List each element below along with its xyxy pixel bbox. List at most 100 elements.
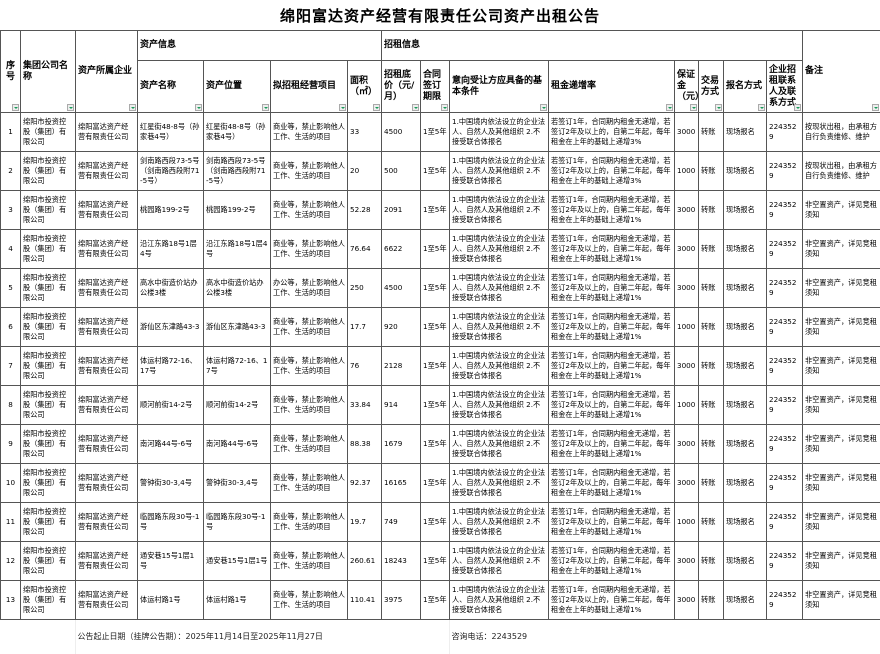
cell-trade[interactable]: 转账: [699, 581, 724, 620]
cell-term[interactable]: 1至5年: [421, 269, 450, 308]
cell-no[interactable]: 8: [1, 386, 21, 425]
cell-signup[interactable]: 现场报名: [724, 581, 767, 620]
cell-price[interactable]: 3975: [382, 581, 421, 620]
cell-group-company[interactable]: 绵阳市投资控股（集团）有限公司: [21, 308, 76, 347]
cell-remark[interactable]: 非空置资产，详见竞租须知: [803, 269, 880, 308]
filter-dropdown-icon[interactable]: [195, 104, 202, 111]
cell-price[interactable]: 749: [382, 503, 421, 542]
cell-asset-name[interactable]: 游仙区东津路43-3: [138, 308, 204, 347]
cell-remark[interactable]: 非空置资产，详见竞租须知: [803, 425, 880, 464]
filter-dropdown-icon[interactable]: [67, 104, 74, 111]
cell-contact[interactable]: 2243529: [767, 542, 803, 581]
cell-term[interactable]: 1至5年: [421, 425, 450, 464]
cell-asset-name[interactable]: 通安巷15号1层1号: [138, 542, 204, 581]
cell-asset-name[interactable]: 体运村路72-16、17号: [138, 347, 204, 386]
cell-owner[interactable]: 绵阳富达资产经营有限责任公司: [76, 347, 138, 386]
cell-location[interactable]: 通安巷15号1层1号: [204, 542, 271, 581]
cell-conditions[interactable]: 1.中国境内依法设立的企业法人、自然人及其他组织 2.不接受联合体报名: [450, 230, 549, 269]
cell-contact[interactable]: 2243529: [767, 269, 803, 308]
cell-price[interactable]: 920: [382, 308, 421, 347]
cell-increase[interactable]: 若签订1年，合同期内租金无递增，若签订2年及以上的，自第二年起，每年租金在上年的…: [549, 464, 675, 503]
cell-deposit[interactable]: 3000: [675, 425, 699, 464]
cell-location[interactable]: 桃园路199-2号: [204, 191, 271, 230]
cell-conditions[interactable]: 1.中国境内依法设立的企业法人、自然人及其他组织 2.不接受联合体报名: [450, 542, 549, 581]
cell-group-company[interactable]: 绵阳市投资控股（集团）有限公司: [21, 347, 76, 386]
cell-group-company[interactable]: 绵阳市投资控股（集团）有限公司: [21, 542, 76, 581]
cell-area[interactable]: 17.7: [348, 308, 382, 347]
cell-no[interactable]: 2: [1, 152, 21, 191]
filter-dropdown-icon[interactable]: [129, 104, 136, 111]
cell-conditions[interactable]: 1.中国境内依法设立的企业法人、自然人及其他组织 2.不接受联合体报名: [450, 386, 549, 425]
cell-increase[interactable]: 若签订1年，合同期内租金无递增，若签订2年及以上的，自第二年起，每年租金在上年的…: [549, 347, 675, 386]
cell-price[interactable]: 2128: [382, 347, 421, 386]
cell-price[interactable]: 16165: [382, 464, 421, 503]
cell-group-company[interactable]: 绵阳市投资控股（集团）有限公司: [21, 425, 76, 464]
cell-increase[interactable]: 若签订1年，合同期内租金无递增，若签订2年及以上的，自第二年起，每年租金在上年的…: [549, 386, 675, 425]
cell-contact[interactable]: 2243529: [767, 386, 803, 425]
cell-price[interactable]: 4500: [382, 113, 421, 152]
cell-deposit[interactable]: 3000: [675, 542, 699, 581]
cell-conditions[interactable]: 1.中国境内依法设立的企业法人、自然人及其他组织 2.不接受联合体报名: [450, 581, 549, 620]
cell-location[interactable]: 顺河前街14-2号: [204, 386, 271, 425]
cell-contact[interactable]: 2243529: [767, 347, 803, 386]
cell-increase[interactable]: 若签订1年，合同期内租金无递增，若签订2年及以上的，自第二年起，每年租金在上年的…: [549, 581, 675, 620]
cell-deposit[interactable]: 3000: [675, 269, 699, 308]
cell-remark[interactable]: 按现状出租，由承租方自行负责维修、维护: [803, 152, 880, 191]
cell-no[interactable]: 6: [1, 308, 21, 347]
cell-project[interactable]: 商业等，禁止影响他人工作、生活的项目: [271, 464, 348, 503]
cell-contact[interactable]: 2243529: [767, 152, 803, 191]
cell-price[interactable]: 500: [382, 152, 421, 191]
cell-conditions[interactable]: 1.中国境内依法设立的企业法人、自然人及其他组织 2.不接受联合体报名: [450, 113, 549, 152]
cell-no[interactable]: 13: [1, 581, 21, 620]
cell-area[interactable]: 88.38: [348, 425, 382, 464]
cell-asset-name[interactable]: 顺河前街14-2号: [138, 386, 204, 425]
cell-price[interactable]: 1679: [382, 425, 421, 464]
cell-location[interactable]: 游仙区东津路43-3: [204, 308, 271, 347]
cell-no[interactable]: 7: [1, 347, 21, 386]
cell-conditions[interactable]: 1.中国境内依法设立的企业法人、自然人及其他组织 2.不接受联合体报名: [450, 347, 549, 386]
cell-no[interactable]: 1: [1, 113, 21, 152]
cell-trade[interactable]: 转账: [699, 425, 724, 464]
cell-asset-name[interactable]: 红星街48-8号（孙家巷4号）: [138, 113, 204, 152]
cell-location[interactable]: 临园路东段30号-1号: [204, 503, 271, 542]
cell-conditions[interactable]: 1.中国境内依法设立的企业法人、自然人及其他组织 2.不接受联合体报名: [450, 269, 549, 308]
cell-term[interactable]: 1至5年: [421, 230, 450, 269]
cell-deposit[interactable]: 3000: [675, 230, 699, 269]
cell-group-company[interactable]: 绵阳市投资控股（集团）有限公司: [21, 230, 76, 269]
cell-remark[interactable]: 非空置资产，详见竞租须知: [803, 464, 880, 503]
cell-group-company[interactable]: 绵阳市投资控股（集团）有限公司: [21, 503, 76, 542]
cell-deposit[interactable]: 3000: [675, 113, 699, 152]
cell-price[interactable]: 6622: [382, 230, 421, 269]
cell-signup[interactable]: 现场报名: [724, 542, 767, 581]
cell-no[interactable]: 10: [1, 464, 21, 503]
cell-trade[interactable]: 转账: [699, 113, 724, 152]
cell-contact[interactable]: 2243529: [767, 425, 803, 464]
cell-group-company[interactable]: 绵阳市投资控股（集团）有限公司: [21, 386, 76, 425]
cell-area[interactable]: 20: [348, 152, 382, 191]
cell-term[interactable]: 1至5年: [421, 308, 450, 347]
cell-remark[interactable]: 非空置资产，详见竞租须知: [803, 191, 880, 230]
cell-contact[interactable]: 2243529: [767, 191, 803, 230]
cell-owner[interactable]: 绵阳富达资产经营有限责任公司: [76, 113, 138, 152]
cell-group-company[interactable]: 绵阳市投资控股（集团）有限公司: [21, 113, 76, 152]
cell-no[interactable]: 11: [1, 503, 21, 542]
cell-asset-name[interactable]: 临园路东段30号-1号: [138, 503, 204, 542]
cell-owner[interactable]: 绵阳富达资产经营有限责任公司: [76, 191, 138, 230]
cell-owner[interactable]: 绵阳富达资产经营有限责任公司: [76, 308, 138, 347]
cell-area[interactable]: 250: [348, 269, 382, 308]
cell-remark[interactable]: 按现状出租，由承租方自行负责维修、维护: [803, 113, 880, 152]
cell-remark[interactable]: 非空置资产，详见竞租须知: [803, 503, 880, 542]
cell-owner[interactable]: 绵阳富达资产经营有限责任公司: [76, 425, 138, 464]
cell-increase[interactable]: 若签订1年，合同期内租金无递增，若签订2年及以上的，自第二年起，每年租金在上年的…: [549, 542, 675, 581]
cell-term[interactable]: 1至5年: [421, 542, 450, 581]
cell-group-company[interactable]: 绵阳市投资控股（集团）有限公司: [21, 191, 76, 230]
cell-conditions[interactable]: 1.中国境内依法设立的企业法人、自然人及其他组织 2.不接受联合体报名: [450, 503, 549, 542]
cell-conditions[interactable]: 1.中国境内依法设立的企业法人、自然人及其他组织 2.不接受联合体报名: [450, 425, 549, 464]
cell-project[interactable]: 商业等，禁止影响他人工作、生活的项目: [271, 191, 348, 230]
cell-signup[interactable]: 现场报名: [724, 464, 767, 503]
filter-dropdown-icon[interactable]: [412, 104, 419, 111]
cell-deposit[interactable]: 1000: [675, 308, 699, 347]
cell-remark[interactable]: 非空置资产，详见竞租须知: [803, 230, 880, 269]
filter-dropdown-icon[interactable]: [262, 104, 269, 111]
filter-dropdown-icon[interactable]: [794, 104, 801, 111]
